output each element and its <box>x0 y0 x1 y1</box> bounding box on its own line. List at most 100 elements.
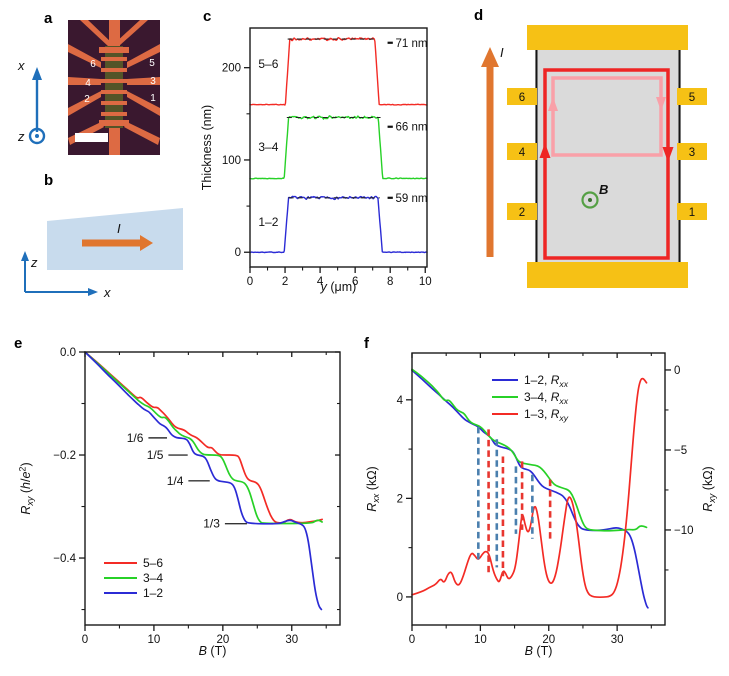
contact-2-label: 2 <box>84 94 90 105</box>
series-1-2 <box>84 351 323 611</box>
contact-6-label: 6 <box>90 59 96 70</box>
panel-a-z-axis-label: z <box>17 129 25 144</box>
sample-slab <box>47 208 183 270</box>
svg-text:Thickness (nm): Thickness (nm) <box>200 105 214 190</box>
svg-text:8: 8 <box>387 276 393 288</box>
panel-d-label: d <box>474 7 484 24</box>
series-1-2 Rxx <box>411 369 649 609</box>
svg-text:30: 30 <box>285 634 298 646</box>
series-1-2 <box>249 195 428 254</box>
svg-text:0: 0 <box>409 634 415 646</box>
panel-f-rxx-rxy-chart: 0 10 20 30 0 2 4 0 −5 −10 B (T) Rxx (kΩ) Rxy (kΩ) 1–2… <box>365 352 717 658</box>
svg-text:100: 100 <box>222 155 241 167</box>
series-3-4 <box>84 351 323 525</box>
panel-b-schematic: I z x <box>21 208 183 300</box>
svg-text:3–4: 3–4 <box>258 140 278 154</box>
plot-frame <box>249 27 428 268</box>
svg-text:4: 4 <box>397 395 404 407</box>
svg-text:2: 2 <box>397 493 403 505</box>
svg-text:0.0: 0.0 <box>60 347 76 359</box>
svg-text:0: 0 <box>674 365 680 377</box>
magnetic-field-out-of-plane-icon <box>581 191 599 209</box>
edge-current-up-arrow-icon <box>539 143 551 158</box>
panel-c-label: c <box>203 8 212 25</box>
series-1-3 Rxy <box>411 377 648 599</box>
svg-text:66 nm: 66 nm <box>395 122 427 134</box>
svg-text:Rxx (kΩ): Rxx (kΩ) <box>365 466 381 511</box>
svg-text:−0.4: −0.4 <box>53 553 76 565</box>
electrodes <box>68 20 160 155</box>
svg-text:0: 0 <box>247 276 253 288</box>
panel-a-label: a <box>44 10 53 27</box>
svg-text:0: 0 <box>397 592 403 604</box>
plot-frame <box>411 352 666 626</box>
svg-text:1/6: 1/6 <box>127 431 144 445</box>
svg-text:0: 0 <box>235 247 241 259</box>
x-axis-arrowhead-icon <box>88 288 98 296</box>
panel-b-z-axis-label: z <box>30 255 38 270</box>
svg-text:−0.2: −0.2 <box>53 450 76 462</box>
svg-text:B (T): B (T) <box>525 644 553 658</box>
svg-text:20: 20 <box>542 634 555 646</box>
panel-a-x-axis-label: x <box>17 58 25 73</box>
magnetic-field-dot <box>588 198 592 202</box>
voltage-contacts <box>507 88 707 220</box>
svg-text:5–6: 5–6 <box>258 57 278 71</box>
svg-text:−5: −5 <box>674 445 687 457</box>
scale-bar <box>75 133 108 142</box>
series-3-4 <box>249 115 428 180</box>
edge-current-down-arrow-icon <box>662 147 674 162</box>
panel-d-current-label: I <box>500 45 504 60</box>
svg-text:59 nm: 59 nm <box>395 193 427 205</box>
svg-text:3–4, Rxx: 3–4, Rxx <box>524 390 569 406</box>
magnetic-field-label: B <box>599 182 608 197</box>
svg-text:4: 4 <box>317 276 324 288</box>
inner-current-up-arrow-icon <box>548 97 558 111</box>
svg-text:1/3: 1/3 <box>203 517 220 531</box>
svg-text:10: 10 <box>419 276 432 288</box>
series-5-6 <box>84 351 323 524</box>
contact-2-label: 2 <box>519 207 525 219</box>
panel-d-schematic: I 6 4 2 5 3 1 B <box>481 25 707 288</box>
contact-3-label: 3 <box>689 147 695 159</box>
panel-b-current-label: I <box>117 221 121 236</box>
contact-fingers <box>99 47 129 126</box>
svg-text:1/5: 1/5 <box>147 448 164 462</box>
svg-text:B (T): B (T) <box>199 644 227 658</box>
svg-text:30: 30 <box>611 634 624 646</box>
panel-f-label: f <box>364 335 369 352</box>
current-arrowhead-icon <box>481 47 499 67</box>
panel-e-rxy-chart: 0 10 20 300.0−0.2−0.4B (T)Rxy (h/e2)1/61/51… <box>18 347 341 658</box>
plot-frame <box>84 351 341 626</box>
svg-text:3–4: 3–4 <box>143 571 163 585</box>
inner-current-down-arrow-icon <box>656 97 666 111</box>
svg-text:y (μm): y (μm) <box>320 280 357 294</box>
svg-text:1–2: 1–2 <box>258 215 278 229</box>
contact-3-label: 3 <box>150 76 156 87</box>
svg-text:6: 6 <box>352 276 358 288</box>
x-axis-arrowhead-icon <box>32 67 42 80</box>
svg-text:10: 10 <box>474 634 487 646</box>
contact-4-label: 4 <box>85 78 91 89</box>
current-arrow-icon <box>82 235 153 251</box>
svg-text:−10: −10 <box>674 525 694 537</box>
svg-text:1/4: 1/4 <box>167 474 184 488</box>
series-5-6 <box>249 37 428 106</box>
svg-text:Rxy (h/e2): Rxy (h/e2) <box>18 462 36 514</box>
panel-a-axes: x z <box>17 58 46 145</box>
bottom-current-contact <box>527 262 688 288</box>
inner-edge-current-loop <box>551 76 663 157</box>
device-micrograph: 6 4 2 5 3 1 <box>68 20 160 155</box>
svg-text:20: 20 <box>216 634 229 646</box>
svg-text:200: 200 <box>222 63 241 75</box>
z-axis-out-of-plane-icon <box>28 127 46 145</box>
contact-4-label: 4 <box>519 147 526 159</box>
svg-text:Rxy (kΩ): Rxy (kΩ) <box>701 466 717 511</box>
svg-text:10: 10 <box>148 634 161 646</box>
top-current-contact <box>527 25 688 50</box>
outer-edge-current-loop <box>543 68 670 260</box>
svg-text:1–2: 1–2 <box>143 586 163 600</box>
